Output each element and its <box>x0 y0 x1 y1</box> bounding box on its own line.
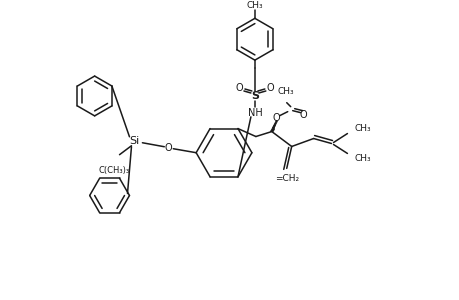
Text: O: O <box>235 83 242 93</box>
Text: S: S <box>250 91 258 101</box>
Text: =CH₂: =CH₂ <box>274 174 298 183</box>
Text: CH₃: CH₃ <box>246 1 263 10</box>
Text: O: O <box>266 83 274 93</box>
Text: O: O <box>272 112 280 123</box>
Text: Si: Si <box>129 136 139 146</box>
Polygon shape <box>270 121 276 132</box>
Text: NH: NH <box>247 108 262 118</box>
Text: O: O <box>164 143 172 153</box>
Text: O: O <box>299 110 307 120</box>
Text: CH₃: CH₃ <box>353 154 370 163</box>
Text: CH₃: CH₃ <box>353 124 370 133</box>
Text: CH₃: CH₃ <box>277 87 293 96</box>
Text: C(CH₃)₃: C(CH₃)₃ <box>99 166 130 175</box>
